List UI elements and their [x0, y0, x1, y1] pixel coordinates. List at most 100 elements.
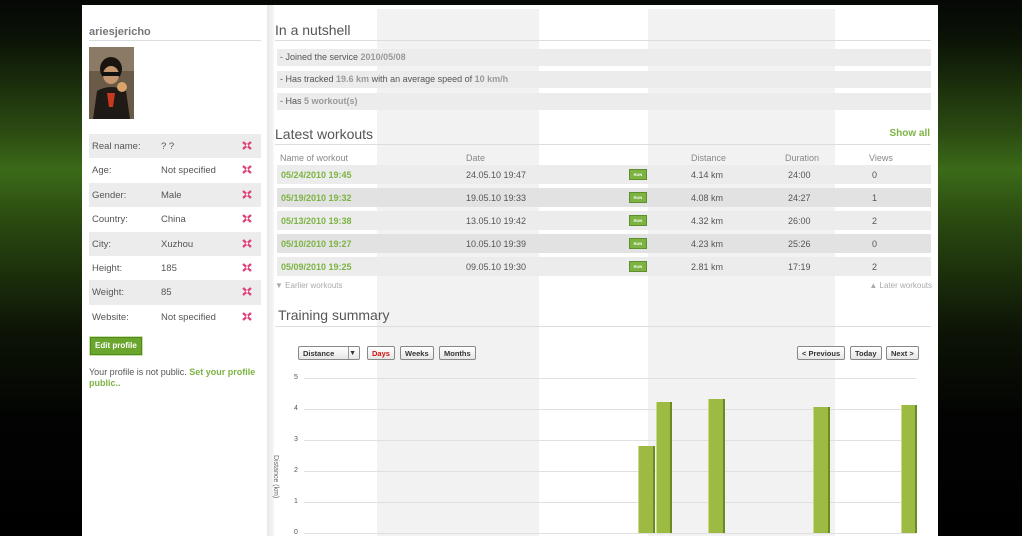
chart-bar[interactable] — [900, 404, 917, 533]
gridline — [304, 502, 916, 503]
workout-row[interactable]: 05/09/2010 19:25 09.05.10 19:30 RUN 2.81… — [277, 257, 931, 276]
nutshell-joined: - Joined the service 2010/05/08 — [277, 49, 931, 66]
workout-count: 5 workout(s) — [304, 96, 358, 106]
profile-details: Real name: ? ? Age: Not specified Gender… — [89, 134, 261, 329]
profile-row-city: City: Xuzhou — [89, 231, 261, 256]
profile-value: Xuzhou — [161, 238, 194, 250]
main-content: In a nutshell - Joined the service 2010/… — [272, 5, 938, 536]
workout-duration: 17:19 — [788, 262, 811, 272]
column-header-distance[interactable]: Distance — [691, 153, 727, 163]
profile-row-website: Website: Not specified — [89, 305, 261, 329]
workout-name-link[interactable]: 05/24/2010 19:45 — [281, 170, 352, 180]
workout-row[interactable]: 05/10/2010 19:27 10.05.10 19:39 RUN 4.23… — [277, 234, 931, 253]
training-summary-title: Training summary — [278, 307, 390, 323]
run-icon: RUN — [629, 192, 647, 203]
workout-duration: 25:26 — [788, 239, 811, 249]
divider — [89, 40, 261, 41]
y-tick-label: 2 — [294, 467, 298, 474]
workout-row[interactable]: 05/24/2010 19:45 24.05.10 19:47 RUN 4.14… — [277, 165, 931, 184]
nutshell-title: In a nutshell — [275, 22, 351, 38]
workout-duration: 26:00 — [788, 216, 811, 226]
privacy-note: Your profile is not public. Set your pro… — [89, 367, 261, 389]
remove-icon[interactable] — [241, 213, 253, 224]
profile-label: Age: — [92, 165, 112, 177]
chart-bar[interactable] — [638, 445, 655, 533]
workout-views: 2 — [872, 262, 878, 272]
arrow-down-icon: ▼ — [275, 281, 283, 290]
workout-distance: 4.23 km — [691, 239, 724, 249]
range-weeks-button[interactable]: Weeks — [400, 346, 434, 360]
nutshell-tracked: - Has tracked 19.6 km with an average sp… — [277, 71, 931, 88]
chart-bar[interactable] — [708, 399, 725, 533]
workout-distance: 4.32 km — [691, 216, 724, 226]
earlier-workouts-label: Earlier workouts — [285, 281, 343, 290]
metric-select[interactable]: Distance ▼ — [298, 346, 360, 360]
workout-name-link[interactable]: 05/19/2010 19:32 — [281, 193, 352, 203]
y-tick-label: 0 — [294, 529, 298, 536]
profile-row-height: Height: 185 — [89, 256, 261, 280]
chart-bar[interactable] — [813, 406, 830, 533]
y-axis-label: Distance (km) — [272, 455, 279, 499]
run-icon: RUN — [629, 238, 647, 249]
workout-row[interactable]: 05/19/2010 19:32 19.05.10 19:33 RUN 4.08… — [277, 188, 931, 207]
later-workouts-link[interactable]: ▲ Later workouts — [869, 281, 932, 290]
column-header-views[interactable]: Views — [869, 153, 893, 163]
join-date: 2010/05/08 — [360, 52, 406, 62]
workout-distance: 2.81 km — [691, 262, 724, 272]
chart-bar[interactable] — [655, 401, 673, 533]
text: - Has — [280, 96, 305, 106]
edit-profile-button[interactable]: Edit profile — [90, 337, 142, 355]
workout-name-link[interactable]: 05/09/2010 19:25 — [281, 262, 352, 272]
workout-name-link[interactable]: 05/13/2010 19:38 — [281, 216, 352, 226]
workout-row[interactable]: 05/13/2010 19:38 13.05.10 19:42 RUN 4.32… — [277, 211, 931, 230]
text: - Has tracked — [280, 74, 337, 84]
range-months-button[interactable]: Months — [439, 346, 476, 360]
profile-label: Website: — [92, 311, 129, 323]
workout-views: 1 — [872, 193, 878, 203]
remove-icon[interactable] — [241, 311, 253, 322]
profile-label: Height: — [92, 262, 123, 274]
profile-value: 185 — [161, 262, 177, 274]
remove-icon[interactable] — [241, 238, 253, 249]
nutshell-workouts: - Has 5 workout(s) — [277, 93, 931, 110]
column-header-date[interactable]: Date — [466, 153, 486, 163]
previous-button[interactable]: < Previous — [797, 346, 846, 360]
workout-date: 19.05.10 19:33 — [466, 193, 527, 203]
run-icon: RUN — [629, 215, 647, 226]
arrow-up-icon: ▲ — [869, 281, 878, 290]
text: - Joined the service — [280, 52, 361, 62]
column-header-duration[interactable]: Duration — [785, 153, 820, 163]
profile-label: Weight: — [92, 287, 125, 299]
workout-views: 2 — [872, 216, 878, 226]
profile-row-real-name: Real name: ? ? — [89, 134, 261, 159]
remove-icon[interactable] — [241, 164, 253, 175]
later-workouts-label: Later workouts — [879, 281, 932, 290]
workout-name-link[interactable]: 05/10/2010 19:27 — [281, 239, 352, 249]
metric-select-value: Distance — [303, 349, 335, 358]
earlier-workouts-link[interactable]: ▼ Earlier workouts — [275, 281, 343, 290]
workout-duration: 24:00 — [788, 170, 811, 180]
remove-icon[interactable] — [241, 262, 253, 273]
text: with an average speed of — [369, 74, 475, 84]
total-distance: 19.6 km — [336, 74, 370, 84]
profile-label: Country: — [92, 214, 128, 226]
workout-distance: 4.08 km — [691, 193, 724, 203]
range-days-button[interactable]: Days — [367, 346, 395, 360]
gridline — [304, 440, 916, 441]
page: ariesjericho Real name: ? ? Age: — [82, 5, 938, 536]
today-button[interactable]: Today — [850, 346, 882, 360]
profile-value: Not specified — [161, 311, 216, 323]
workout-date: 13.05.10 19:42 — [466, 216, 527, 226]
y-tick-label: 3 — [294, 436, 298, 443]
gridline — [304, 409, 916, 410]
remove-icon[interactable] — [241, 189, 253, 200]
profile-value: 85 — [161, 287, 172, 299]
privacy-text: Your profile is not public. — [89, 367, 190, 377]
divider — [275, 40, 931, 41]
remove-icon[interactable] — [241, 286, 253, 297]
next-button[interactable]: Next > — [886, 346, 919, 360]
show-all-link[interactable]: Show all — [889, 128, 930, 139]
column-header-name[interactable]: Name of workout — [280, 153, 349, 163]
remove-icon[interactable] — [241, 140, 253, 151]
set-public-link[interactable]: Set your profile public.. — [89, 367, 256, 388]
